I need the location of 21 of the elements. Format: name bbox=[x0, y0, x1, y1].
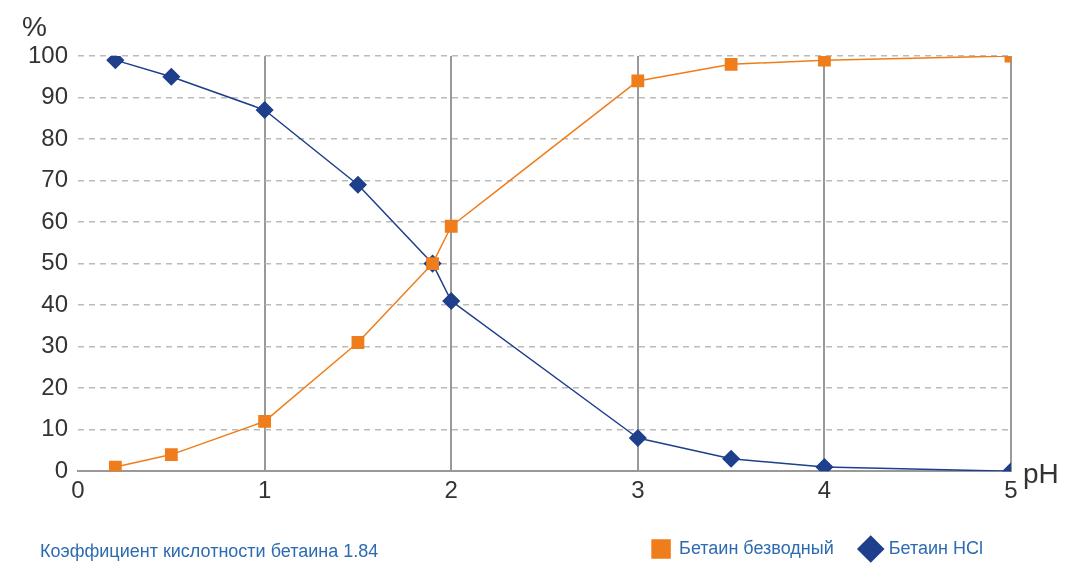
y-tick-label: 100 bbox=[28, 40, 69, 68]
x-tick-label: 3 bbox=[631, 476, 645, 504]
y-tick-label: 70 bbox=[41, 165, 69, 193]
y-tick-label: 60 bbox=[41, 206, 69, 234]
x-tick-label: 5 bbox=[1004, 476, 1018, 504]
x-tick-label: 4 bbox=[817, 476, 832, 504]
x-axis-title: pH bbox=[1023, 457, 1059, 489]
legend-label: Бетаин HCl bbox=[888, 537, 984, 558]
y-tick-label: 90 bbox=[41, 82, 69, 110]
y-tick-label: 80 bbox=[41, 123, 69, 151]
text: Коэффициент кислотности бетаина 1.84 bbox=[40, 540, 379, 561]
x-tick-label: 2 bbox=[444, 476, 458, 504]
y-tick-label: 40 bbox=[41, 289, 69, 317]
y-tick-label: 0 bbox=[54, 455, 69, 483]
y-tick-label: 20 bbox=[41, 372, 69, 400]
y-axis-title: % bbox=[22, 10, 47, 42]
y-tick-label: 50 bbox=[41, 248, 69, 276]
legend-label: Бетаин безводный bbox=[679, 537, 834, 558]
x-tick-label: 1 bbox=[257, 476, 272, 504]
y-tick-label: 10 bbox=[41, 414, 69, 442]
y-tick-label: 30 bbox=[41, 331, 69, 359]
